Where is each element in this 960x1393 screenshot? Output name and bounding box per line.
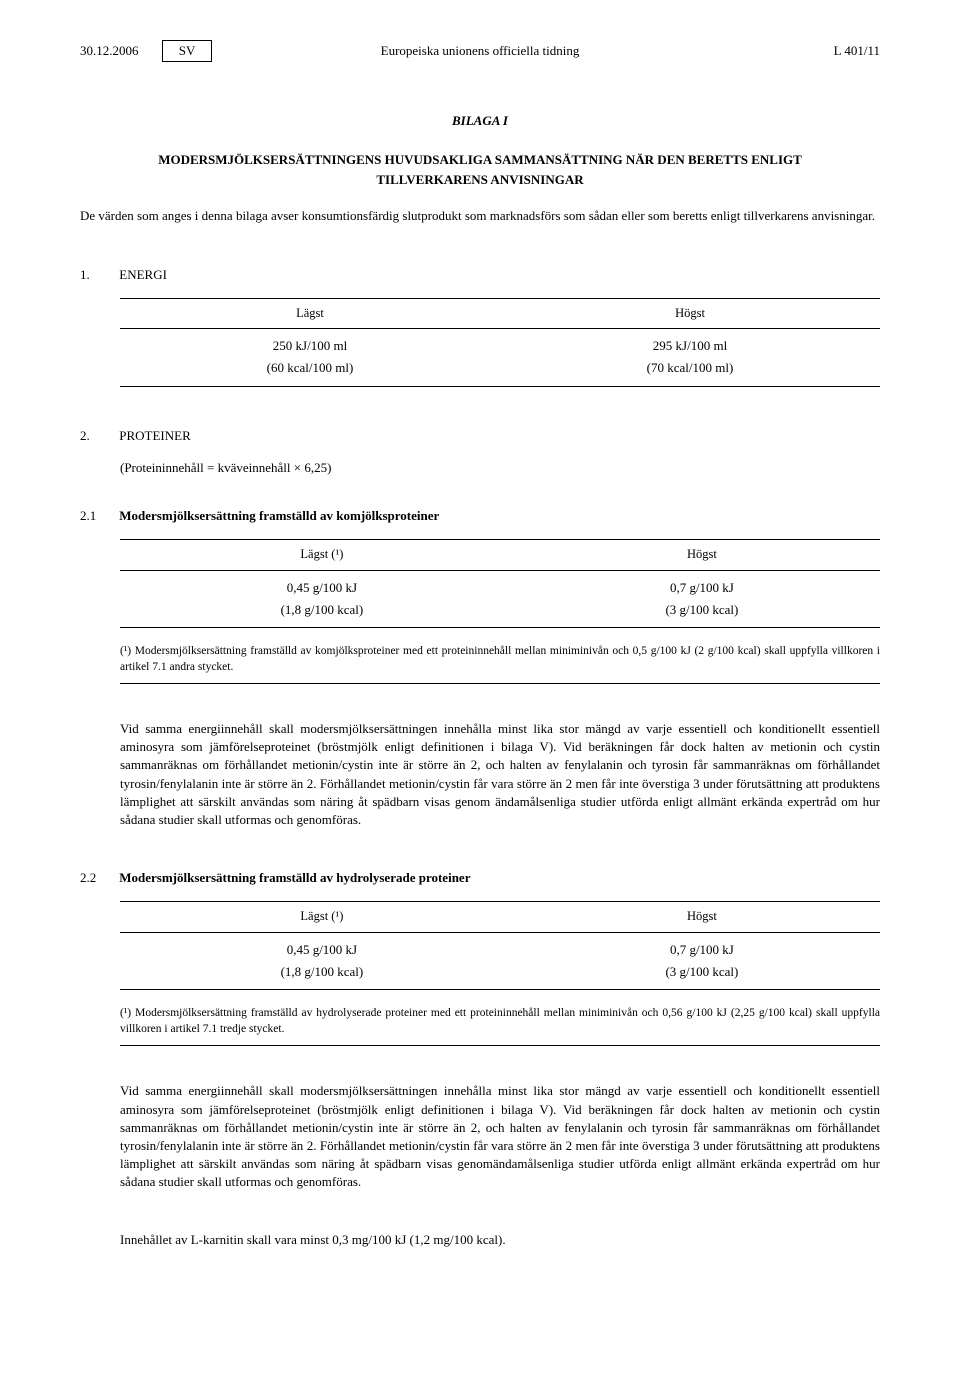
section-1-heading: 1. ENERGI [80,266,880,284]
t21-r2c1: (1,8 g/100 kcal) [120,601,524,628]
section-21-num: 2.1 [80,507,116,525]
t22-r1c1: 0,45 g/100 kJ [120,932,524,963]
section-1-num: 1. [80,266,116,284]
section-2-heading: 2. PROTEINER [80,427,880,445]
t21-r1c1: 0,45 g/100 kJ [120,570,524,601]
final-line: Innehållet av L-karnitin skall vara mins… [120,1231,880,1249]
t22-col1-header: Lägst (¹) [120,902,524,933]
t21-r2c2: (3 g/100 kcal) [524,601,880,628]
energi-r2c1: (60 kcal/100 ml) [120,359,500,386]
proteiner-note: (Proteininnehåll = kväveinnehåll × 6,25) [120,459,880,477]
t22-r2c1: (1,8 g/100 kcal) [120,963,524,990]
section-21-label: Modersmjölksersättning framställd av kom… [119,508,439,523]
t22-r2c2: (3 g/100 kcal) [524,963,880,990]
section-1-label: ENERGI [119,267,167,282]
t22-col2-header: Högst [524,902,880,933]
page-header: 30.12.2006 SV Europeiska unionens offici… [80,40,880,62]
section-22-heading: 2.2 Modersmjölksersättning framställd av… [80,869,880,887]
footnote-21: (¹) Modersmjölksersättning framställd av… [120,638,880,684]
para-21: Vid samma energiinnehåll skall modersmjö… [120,720,880,829]
title-line-2: TILLVERKARENS ANVISNINGAR [376,172,583,187]
page-ref: L 401/11 [680,42,880,60]
energi-col2-header: Högst [500,298,880,329]
energi-r1c2: 295 kJ/100 ml [500,329,880,360]
section-2-label: PROTEINER [119,428,191,443]
para-22: Vid samma energiinnehåll skall modersmjö… [120,1082,880,1191]
section-22-num: 2.2 [80,869,116,887]
energi-r1c1: 250 kJ/100 ml [120,329,500,360]
section-22-label: Modersmjölksersättning framställd av hyd… [119,870,470,885]
energi-col1-header: Lägst [120,298,500,329]
table-21: Lägst (¹) Högst 0,45 g/100 kJ 0,7 g/100 … [120,539,880,628]
journal-title: Europeiska unionens officiella tidning [280,42,680,60]
section-2-num: 2. [80,427,116,445]
annex-label: BILAGA I [80,112,880,130]
t21-col1-header: Lägst (¹) [120,540,524,571]
table-22: Lägst (¹) Högst 0,45 g/100 kJ 0,7 g/100 … [120,901,880,990]
footnote-22: (¹) Modersmjölksersättning framställd av… [120,1000,880,1046]
t21-r1c2: 0,7 g/100 kJ [524,570,880,601]
t21-col2-header: Högst [524,540,880,571]
main-title: MODERSMJÖLKSERSÄTTNINGENS HUVUDSAKLIGA S… [80,150,880,189]
date-text: 30.12.2006 [80,43,139,58]
header-date: 30.12.2006 SV [80,40,280,62]
title-line-1: MODERSMJÖLKSERSÄTTNINGENS HUVUDSAKLIGA S… [158,152,802,167]
intro-paragraph: De värden som anges i denna bilaga avser… [80,207,880,225]
section-21-heading: 2.1 Modersmjölksersättning framställd av… [80,507,880,525]
t22-r1c2: 0,7 g/100 kJ [524,932,880,963]
language-code: SV [162,40,213,62]
energi-r2c2: (70 kcal/100 ml) [500,359,880,386]
energi-table: Lägst Högst 250 kJ/100 ml 295 kJ/100 ml … [120,298,880,387]
